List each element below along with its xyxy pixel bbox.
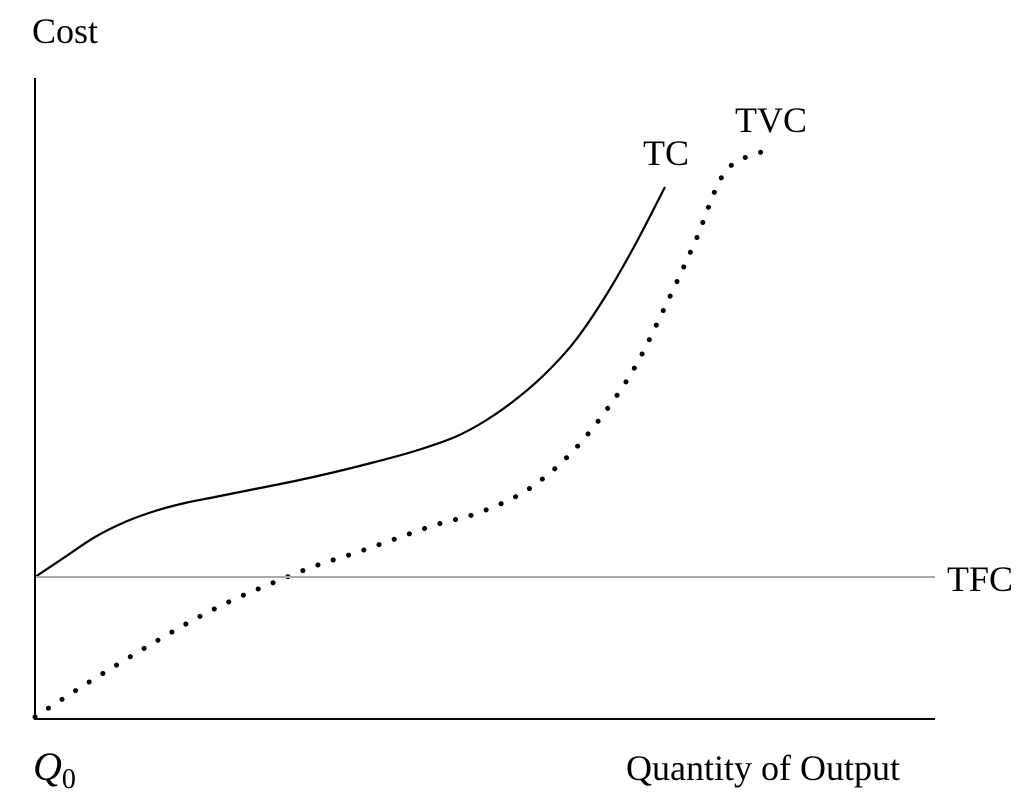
- series-line-tvc: [32, 149, 764, 720]
- x-axis-label: Quantity of Output: [626, 748, 900, 788]
- series-label-tc: TC: [643, 133, 689, 173]
- series-label-tfc: TFC: [947, 559, 1013, 599]
- origin-label-subscript: 0: [62, 764, 76, 795]
- series-label-tvc: TVC: [735, 100, 807, 140]
- y-axis-label: Cost: [32, 11, 98, 51]
- origin-label: Q0: [33, 744, 76, 795]
- chart-marks: TC TVC TFC: [32, 100, 1013, 720]
- origin-label-main: Q: [33, 744, 62, 789]
- series-line-tc: [34, 186, 666, 578]
